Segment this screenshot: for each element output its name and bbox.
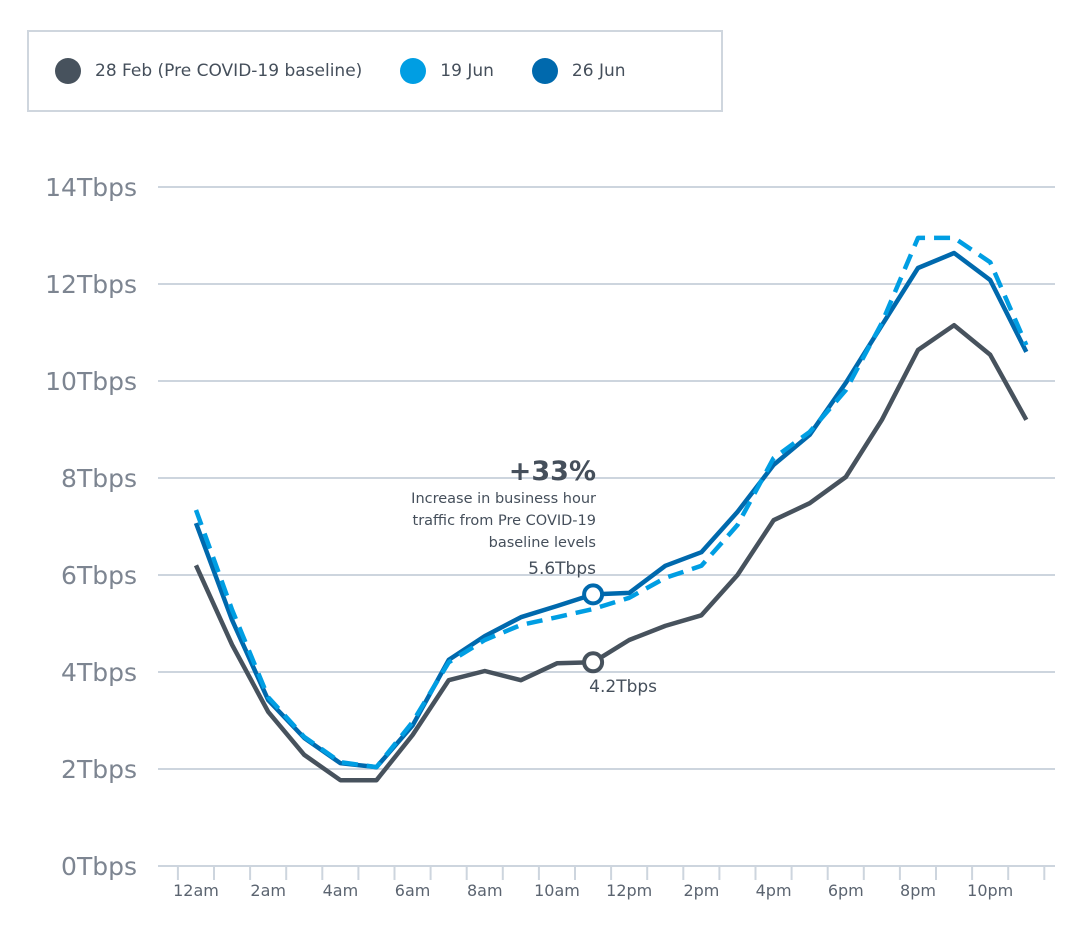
y-tick-label: 8Tbps xyxy=(61,464,137,493)
legend-dot-icon xyxy=(55,58,81,84)
x-tick-label: 12am xyxy=(173,881,219,900)
x-tick-label: 6pm xyxy=(828,881,864,900)
annotation-text: Increase in business hour xyxy=(411,491,596,507)
series-line xyxy=(193,235,1029,770)
annotation-marker xyxy=(582,651,605,674)
x-tick-label: 4pm xyxy=(756,881,792,900)
y-tick-label: 10Tbps xyxy=(45,367,137,396)
legend-item: 19 Jun xyxy=(400,58,494,84)
x-tick-label: 8pm xyxy=(900,881,936,900)
x-tick-label: 6am xyxy=(395,881,431,900)
y-tick-label: 0Tbps xyxy=(61,852,137,881)
x-tick-label: 2am xyxy=(250,881,286,900)
x-tick-label: 8am xyxy=(467,881,503,900)
legend-label: 26 Jun xyxy=(571,61,626,81)
y-tick-label: 6Tbps xyxy=(61,561,137,590)
annotation-text: baseline levels xyxy=(489,535,596,551)
series-line xyxy=(193,250,1029,770)
y-tick-label: 4Tbps xyxy=(61,658,137,687)
annotation-text: traffic from Pre COVID-19 xyxy=(413,513,596,529)
annotation-headline: +33% xyxy=(509,456,596,487)
legend-label: 19 Jun xyxy=(440,61,494,81)
annotation-high-value: 5.6Tbps xyxy=(528,559,596,579)
legend-item: 26 Jun xyxy=(531,58,626,84)
series-line xyxy=(193,322,1029,783)
legend-label: 28 Feb (Pre COVID-19 baseline) xyxy=(95,61,363,81)
x-tick-label: 2pm xyxy=(683,881,719,900)
x-tick-label: 4am xyxy=(323,881,359,900)
y-tick-label: 14Tbps xyxy=(45,173,137,202)
x-tick-label: 10pm xyxy=(967,881,1013,900)
x-tick-label: 10am xyxy=(534,881,580,900)
legend-dot-icon xyxy=(400,58,427,84)
annotation-low-value: 4.2Tbps xyxy=(589,677,657,697)
y-tick-label: 2Tbps xyxy=(61,755,137,784)
y-tick-label: 12Tbps xyxy=(45,270,137,299)
annotation-marker xyxy=(582,583,605,606)
x-tick-label: 12pm xyxy=(606,881,652,900)
legend: 28 Feb (Pre COVID-19 baseline) 19 Jun 26 J… xyxy=(27,30,723,112)
legend-item: 28 Feb (Pre COVID-19 baseline) xyxy=(55,58,362,84)
legend-dot-icon xyxy=(531,58,558,84)
